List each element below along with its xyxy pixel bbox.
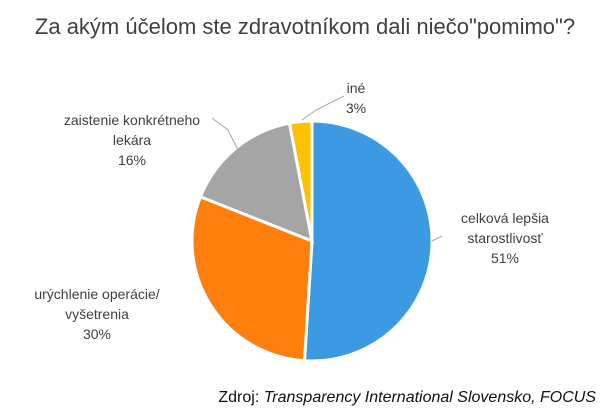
slice-ine [287,119,314,242]
slice-zaistenie-konkretneho-lekara [198,121,314,244]
leader-line-celkova [431,235,443,242]
source-note: Zdroj: Transparency International Sloven… [218,389,596,407]
label-ine: iné 3% [345,80,367,116]
label-zaistenie-konkretneho-lekara: zaistenie konkrétneho lekára 16% [63,112,201,168]
leader-line-ine [301,95,345,121]
label-celkova-lepsia-starostlivost: celková lepšia starostlivosť 51% [461,210,549,266]
slice-urychlenie-operacie [190,194,314,363]
chart-title: Za akým účelom ste zdravotníkom dali nie… [34,14,576,39]
source-text: Transparency International Slovensko, FO… [263,389,596,406]
label-urychlenie-operacie: urýchlenie operácie/ vyšetrenia 30% [34,286,160,342]
leader-line-zaistenie [211,117,239,151]
source-prefix: Zdroj: [218,389,264,406]
slice-celkova-lepsia-starostlivost [302,119,434,363]
